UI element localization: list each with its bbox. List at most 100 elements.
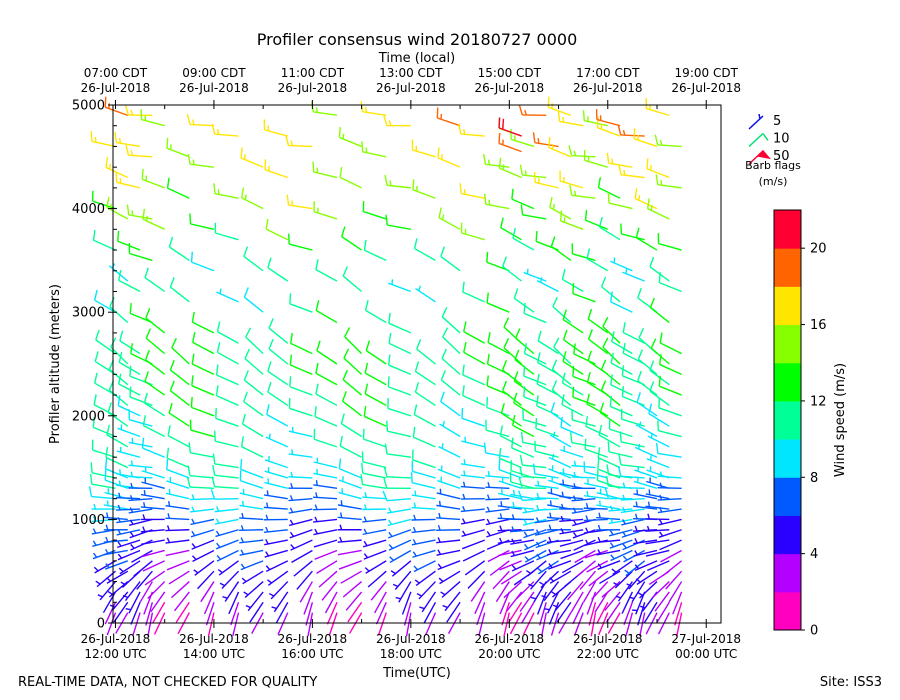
wind-barb — [437, 147, 461, 168]
barb-shaft — [596, 601, 609, 624]
barb-shaft — [388, 322, 412, 334]
wind-barb — [92, 229, 116, 251]
wind-barb — [628, 581, 646, 603]
wind-barb — [144, 570, 166, 586]
wind-barb — [152, 601, 166, 624]
wind-barb — [436, 488, 461, 500]
barb-shaft — [584, 549, 608, 559]
barb-shaft — [548, 560, 572, 570]
footer-note: REAL-TIME DATA, NOT CHECKED FOR QUALITY — [18, 675, 317, 690]
barb-shaft — [462, 374, 485, 386]
barb-half — [145, 215, 148, 221]
wind-barb — [313, 539, 338, 548]
barb-half — [634, 525, 638, 532]
barb-half — [131, 210, 134, 216]
top-axis-label: Time (local) — [378, 51, 455, 66]
colorbar-segment — [774, 400, 801, 440]
barb-half — [340, 500, 343, 506]
wind-barb — [383, 115, 411, 127]
wind-barb — [485, 494, 510, 501]
wind-barb — [91, 190, 116, 210]
wind-barb — [90, 462, 116, 479]
barb-full — [569, 184, 573, 196]
barb-shaft — [658, 242, 682, 251]
barb-full — [104, 96, 107, 108]
barb-half — [219, 582, 226, 587]
wind-barb — [436, 500, 461, 510]
wind-barb — [271, 591, 289, 613]
barb-shaft — [610, 301, 633, 313]
wind-barb — [548, 453, 572, 469]
barb-shaft — [523, 375, 547, 386]
barb-half — [573, 483, 577, 489]
barb-full — [502, 118, 505, 130]
barb-half — [191, 494, 195, 500]
barb-full — [211, 476, 216, 487]
wind-barb — [511, 560, 535, 572]
wind-barb — [436, 549, 461, 556]
barb-shaft — [563, 339, 584, 355]
barb-half — [106, 577, 111, 582]
wind-barb — [264, 159, 288, 179]
barb-full — [635, 227, 640, 238]
barb-shaft — [536, 405, 559, 417]
wind-barb — [360, 474, 387, 490]
barb-shaft — [637, 358, 658, 375]
wind-barb — [562, 309, 584, 334]
wind-barb — [559, 503, 584, 510]
barb-full — [144, 267, 149, 278]
barb-shaft — [462, 539, 485, 550]
wind-barb — [364, 383, 387, 407]
barb-shaft — [249, 601, 264, 623]
barb-half — [535, 517, 540, 523]
barb-shaft — [338, 560, 362, 570]
wind-barb — [607, 441, 633, 458]
wind-barb — [191, 375, 215, 396]
wind-barb — [522, 409, 547, 427]
barb-shaft — [363, 210, 387, 220]
barb-half — [537, 567, 543, 573]
barb-full — [606, 152, 610, 164]
wind-barb — [128, 409, 153, 427]
barb-shaft — [571, 442, 596, 448]
barb-half — [129, 507, 134, 513]
barb-half — [192, 119, 195, 125]
wind-barb — [265, 560, 289, 573]
barb-shaft — [341, 236, 363, 251]
barb-shaft — [511, 198, 535, 210]
barb-shaft — [342, 581, 363, 598]
wind-barb — [651, 581, 670, 599]
barb-full — [342, 266, 349, 277]
barb-shaft — [405, 612, 412, 637]
wind-barb — [522, 518, 547, 526]
barb-half — [463, 459, 466, 465]
barb-half — [143, 489, 146, 496]
barb-shaft — [387, 518, 412, 527]
barb-full — [105, 447, 109, 458]
barb-half — [637, 592, 643, 596]
barb-shaft — [94, 299, 116, 313]
barb-full — [186, 114, 191, 125]
y-tick-label: 1000 — [72, 513, 105, 528]
barb-half — [623, 169, 626, 176]
barb-shaft — [668, 581, 683, 603]
barb-full — [107, 402, 113, 413]
barb-shaft — [153, 612, 166, 635]
barb-full — [95, 329, 100, 341]
barb-half — [550, 591, 556, 596]
barb-full — [168, 402, 173, 414]
barb-full — [619, 431, 622, 443]
wind-barb — [572, 283, 596, 303]
barb-shaft — [241, 446, 264, 458]
barb-half — [622, 506, 626, 513]
wind-barb — [210, 489, 239, 500]
barb-full — [166, 177, 170, 189]
wind-barb — [288, 518, 313, 527]
wind-barb — [241, 187, 264, 210]
barb-half — [339, 536, 343, 543]
barb-half — [540, 277, 543, 283]
barb-half — [414, 490, 417, 496]
barb-full — [513, 288, 519, 299]
wind-barb — [91, 503, 116, 510]
